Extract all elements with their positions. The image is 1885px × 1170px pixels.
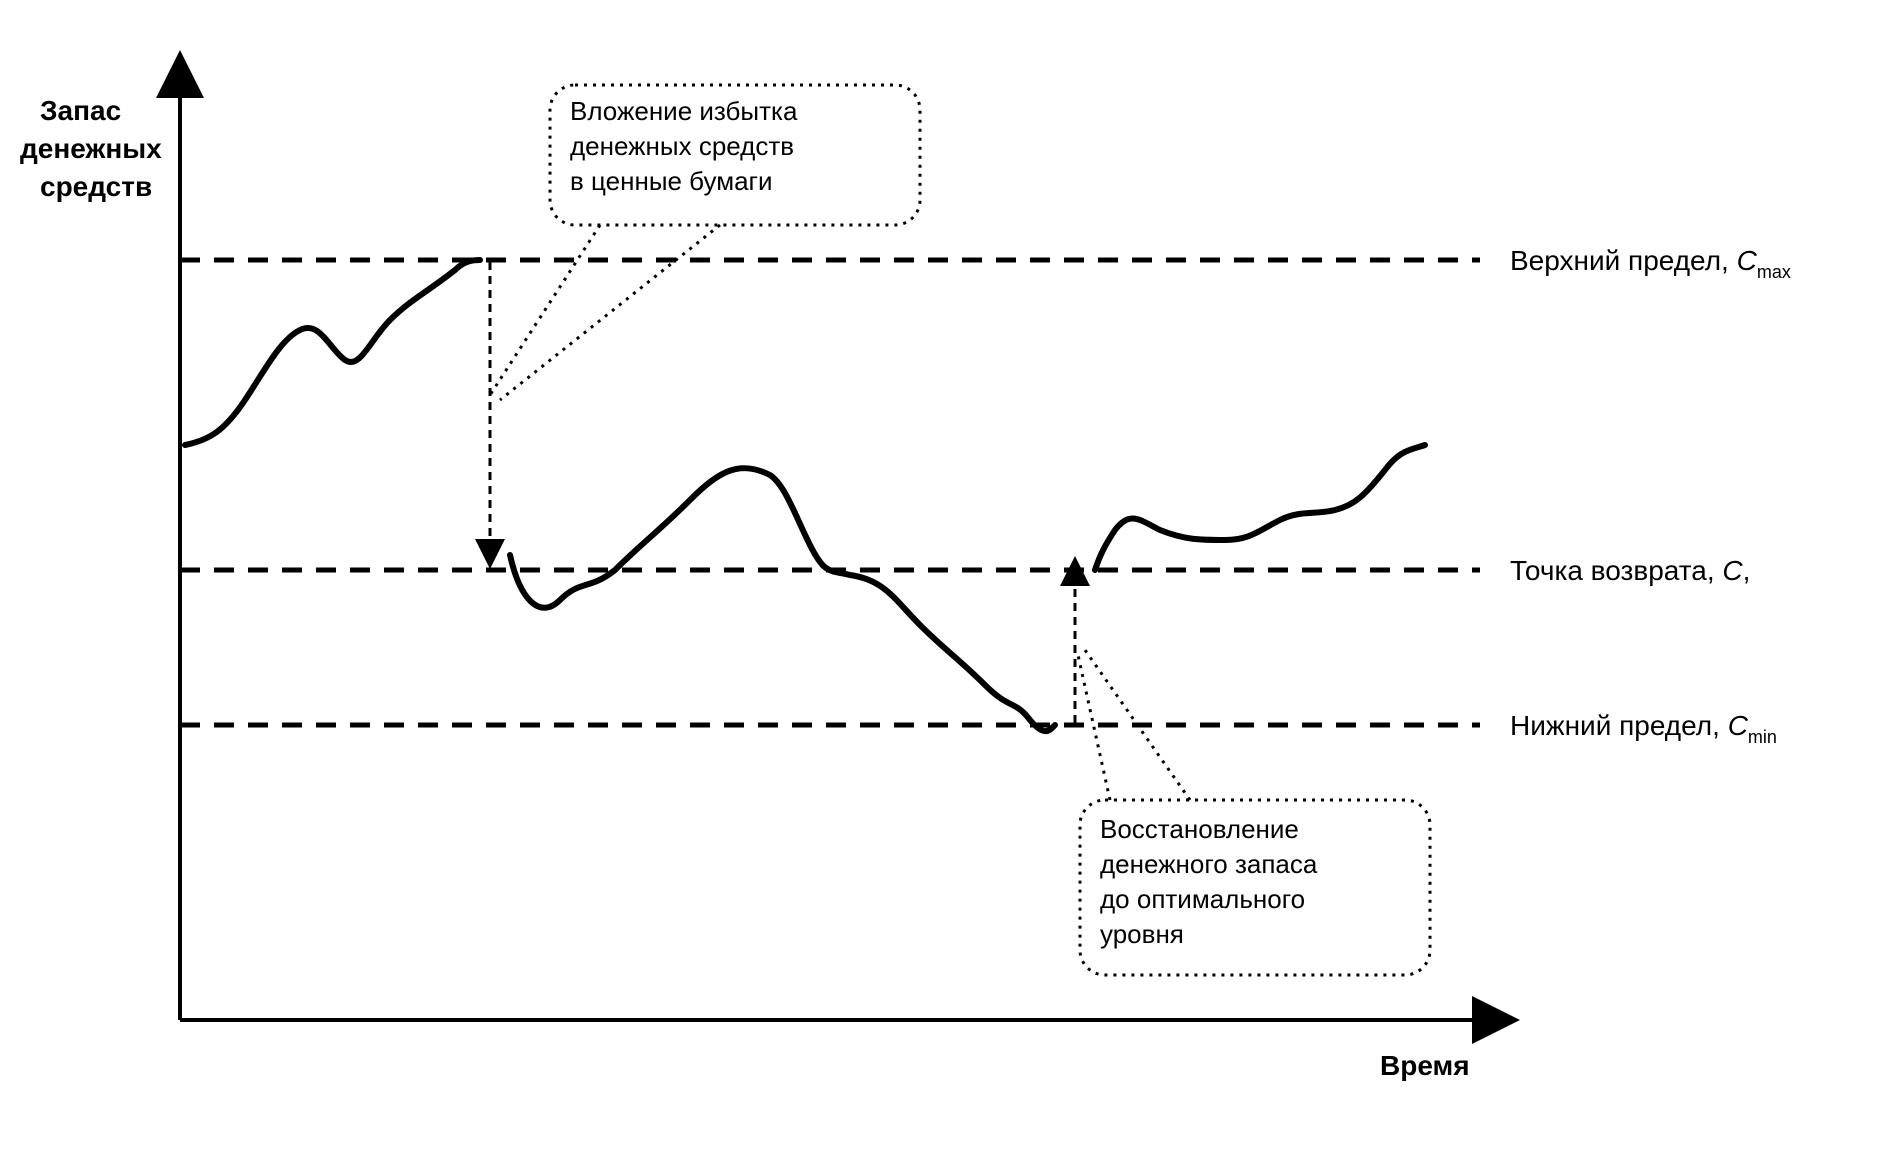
callout-invest: Вложение избытка денежных средств в ценн… — [490, 85, 920, 400]
callout-invest-line2: денежных средств — [570, 131, 794, 161]
cash-balance-curve — [185, 260, 1425, 731]
y-axis-label-line2: денежных — [20, 133, 162, 164]
callout-replenish: Восстановление денежного запаса до оптим… — [1078, 650, 1430, 975]
callout-replenish-line1: Восстановление — [1100, 814, 1299, 844]
callout-invest-line1: Вложение избытка — [570, 96, 798, 126]
lower-limit-label: Нижний предел, Сmin — [1510, 710, 1777, 747]
callout-invest-line3: в ценные бумаги — [570, 166, 773, 196]
upper-limit-label: Верхний предел, Сmax — [1510, 245, 1791, 282]
y-axis-label-line1: Запас — [40, 95, 121, 126]
callout-replenish-line3: до оптимального — [1100, 884, 1305, 914]
miller-orr-diagram: Запас денежных средств Время Верхний пре… — [0, 0, 1885, 1170]
callout-replenish-line2: денежного запаса — [1100, 849, 1318, 879]
diagram-svg: Запас денежных средств Время Верхний пре… — [0, 0, 1885, 1170]
y-axis-label-line3: средств — [40, 171, 152, 202]
x-axis-label: Время — [1380, 1050, 1470, 1081]
callout-replenish-line4: уровня — [1100, 919, 1184, 949]
return-point-label: Точка возврата, С, — [1510, 555, 1750, 586]
